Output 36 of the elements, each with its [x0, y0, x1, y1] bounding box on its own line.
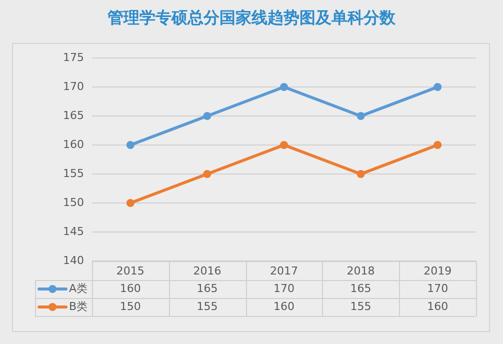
point: [126, 199, 134, 207]
point: [356, 112, 365, 120]
y-tick-label: 150: [63, 196, 84, 209]
point: [434, 83, 442, 91]
data-label: 160: [274, 300, 294, 313]
chart-title: 管理学专硕总分国家线趋势图及单科分数: [106, 7, 396, 29]
y-tick-label: 140: [63, 254, 84, 267]
point: [280, 141, 288, 149]
data-label: 155: [350, 300, 372, 313]
data-label: 170: [274, 282, 294, 295]
data-label: 165: [350, 282, 372, 295]
legend-label: B类: [69, 300, 88, 313]
x-tick-label: 2017: [270, 264, 298, 278]
x-tick-label: 2018: [346, 264, 375, 278]
data-label: 165: [196, 282, 218, 295]
data-label: 160: [427, 300, 448, 313]
data-label: 160: [120, 282, 141, 295]
point: [203, 112, 212, 120]
y-tick-label: 155: [63, 166, 84, 180]
y-tick-label: 160: [63, 138, 84, 151]
x-tick-label: 2015: [116, 264, 144, 278]
y-tick-label: 175: [63, 50, 84, 64]
x-tick-label: 2016: [193, 264, 222, 278]
y-tick-label: 165: [63, 108, 84, 122]
point: [356, 170, 365, 178]
point: [203, 170, 212, 178]
data-label: 150: [120, 300, 141, 313]
y-tick-label: 145: [63, 224, 84, 238]
legend-label: A类: [69, 282, 88, 295]
y-tick-label: 170: [63, 80, 84, 93]
data-label: 155: [196, 300, 218, 313]
x-tick-label: 2019: [424, 264, 452, 278]
data-label: 170: [427, 282, 448, 295]
point: [126, 141, 134, 149]
point: [434, 141, 442, 149]
point: [280, 83, 288, 91]
